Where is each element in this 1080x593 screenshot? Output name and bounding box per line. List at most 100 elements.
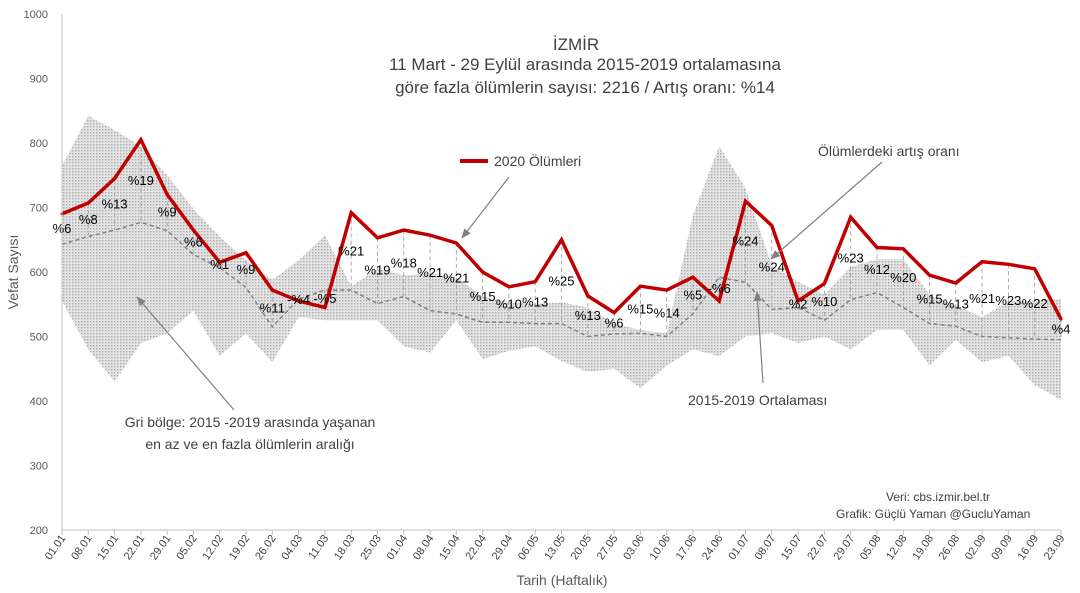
deaths-2020-point xyxy=(507,285,511,289)
deaths-2020-point xyxy=(139,138,143,142)
y-tick-label: 300 xyxy=(30,461,48,473)
increase-rate-label: -%5 xyxy=(313,291,336,306)
deaths-2020-point xyxy=(901,247,905,251)
deaths-2020-point xyxy=(770,224,774,228)
deaths-2020-point xyxy=(218,260,222,264)
y-tick-label: 800 xyxy=(30,138,48,150)
increase-rate-label: %21 xyxy=(969,291,995,306)
deaths-2020-point xyxy=(323,306,327,309)
increase-rate-label: %10 xyxy=(496,297,522,312)
increase-rate-label: %13 xyxy=(102,196,128,211)
deaths-2020-point xyxy=(349,211,353,215)
increase-rate-label: %11 xyxy=(260,300,285,315)
deaths-2020-point xyxy=(822,282,826,286)
deaths-2020-point xyxy=(691,275,695,279)
increase-rate-label: %21 xyxy=(338,243,364,258)
y-tick-label: 500 xyxy=(30,332,48,344)
axis-title-x: Tarih (Haftalık) xyxy=(516,572,607,588)
deaths-2020-point xyxy=(875,246,879,249)
deaths-2020-point xyxy=(376,236,379,240)
increase-rate-label: %13 xyxy=(943,297,969,312)
deaths-2020-point xyxy=(980,260,984,264)
arrow-average xyxy=(753,291,764,384)
increase-rate-label: %10 xyxy=(811,294,837,309)
increase-rate-label: %13 xyxy=(522,295,548,310)
deaths-2020-point xyxy=(1033,267,1037,271)
credit-author: Grafik: Güçlü Yaman @GucluYaman xyxy=(836,507,1030,521)
y-tick-label: 600 xyxy=(30,267,48,279)
increase-rate-label: %21 xyxy=(417,265,443,280)
deaths-2020-point xyxy=(560,238,563,242)
increase-rate-label: %6 xyxy=(605,315,624,330)
deaths-2020-point xyxy=(481,270,485,274)
deaths-2020-point xyxy=(533,280,537,284)
increase-rate-label: %2 xyxy=(789,296,808,311)
chart-title: İZMİR xyxy=(553,35,599,54)
increase-rate-label: %15 xyxy=(917,291,943,306)
deaths-2020-point xyxy=(270,288,274,292)
increase-rate-label: %13 xyxy=(575,308,601,323)
increase-rate-label: %22 xyxy=(1022,296,1048,311)
increase-rate-label: %6 xyxy=(184,234,203,249)
increase-rate-label: %19 xyxy=(128,173,154,188)
increase-rate-label: %15 xyxy=(470,289,496,304)
credit-source: Veri: cbs.izmir.bel.tr xyxy=(886,490,990,504)
y-tick-label: 400 xyxy=(30,396,48,408)
annotation-average: 2015-2019 Ortalaması xyxy=(688,392,827,408)
increase-rate-label: %21 xyxy=(443,270,469,285)
deaths-2020-point xyxy=(113,177,117,180)
deaths-2020-point xyxy=(165,193,169,197)
increase-rate-label: %9 xyxy=(237,262,256,277)
increase-rate-label: %24 xyxy=(732,234,758,249)
deaths-2020-point xyxy=(665,288,669,292)
deaths-2020-point xyxy=(297,299,301,303)
increase-rate-label: %8 xyxy=(79,212,98,227)
deaths-2020-point xyxy=(744,199,747,203)
increase-rate-label: -%6 xyxy=(708,281,731,296)
increase-rate-label: %23 xyxy=(838,251,864,266)
increase-rate-label: %23 xyxy=(995,293,1021,308)
increase-rate-label: %4 xyxy=(1052,321,1071,336)
deaths-2020-point xyxy=(796,299,800,303)
deaths-2020-point xyxy=(928,273,932,277)
increase-rate-label: %14 xyxy=(654,305,680,320)
deaths-2020-point xyxy=(86,201,90,205)
increase-rate-label: %12 xyxy=(864,262,890,277)
increase-rate-label: %15 xyxy=(627,302,653,317)
arrow-increase-rate xyxy=(770,161,883,260)
arrow-legend xyxy=(461,176,510,239)
y-tick-label: 900 xyxy=(30,74,48,86)
deaths-2020-point xyxy=(428,233,432,237)
deaths-2020-point xyxy=(1059,317,1063,321)
deaths-2020-point xyxy=(191,228,195,232)
axis-title-y: Vefat Sayısı xyxy=(5,235,21,310)
deaths-2020-point xyxy=(612,311,616,315)
increase-rate-label: %25 xyxy=(548,274,574,289)
y-tick-label: 200 xyxy=(30,525,48,537)
deaths-2020-point xyxy=(849,215,853,219)
increase-rate-label: %20 xyxy=(890,270,916,285)
increase-rate-label: %24 xyxy=(759,260,785,275)
deaths-2020-point xyxy=(954,281,958,285)
y-tick-label: 700 xyxy=(30,203,48,215)
increase-rate-label: %18 xyxy=(391,255,417,270)
deaths-2020-point xyxy=(402,228,406,232)
deaths-2020-point xyxy=(244,251,248,255)
deaths-2020-point xyxy=(638,284,642,288)
chart-subtitle-line-1: 11 Mart - 29 Eylül arasında 2015-2019 or… xyxy=(389,55,781,74)
deaths-2020-point xyxy=(717,299,721,303)
arrow-band xyxy=(136,296,235,411)
y-tick-label: 1000 xyxy=(24,9,48,21)
increase-rate-label: %1 xyxy=(210,257,229,272)
deaths-2020-point xyxy=(586,294,590,298)
min-max-range-band xyxy=(62,115,1061,400)
annotation-increase-rate: Ölümlerdeki artış oranı xyxy=(818,142,960,159)
legend-label-2020: 2020 Ölümleri xyxy=(494,152,581,169)
chart-subtitle-line-2: göre fazla ölümlerin sayısı: 2216 / Artı… xyxy=(395,78,775,97)
increase-rate-label: %19 xyxy=(364,263,390,278)
deaths-2020-point xyxy=(454,241,458,245)
increase-rate-label: %9 xyxy=(158,205,177,220)
increase-rate-label: -%4 xyxy=(287,292,310,307)
average-2015-2019-line xyxy=(61,221,1062,341)
